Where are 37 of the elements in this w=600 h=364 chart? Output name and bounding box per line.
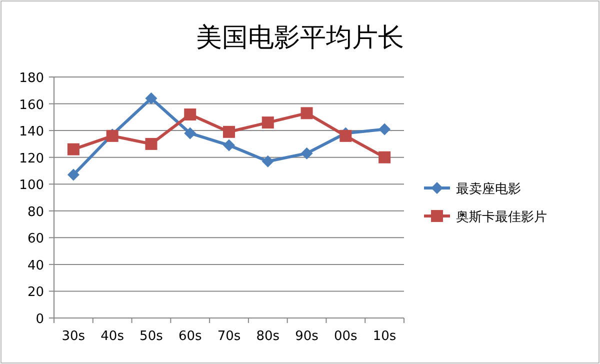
point <box>300 107 313 120</box>
legend-label: 奥斯卡最佳影片 <box>456 210 547 225</box>
x-tick-label: 60s <box>178 329 202 344</box>
y-tick-label: 60 <box>27 232 44 247</box>
chart-title: 美国电影平均片长 <box>196 23 404 53</box>
point <box>300 147 313 160</box>
point <box>378 123 391 136</box>
x-tick-label: 40s <box>100 329 124 344</box>
y-tick-label: 180 <box>19 71 44 86</box>
point <box>340 130 352 142</box>
x-tick-label: 90s <box>295 329 319 344</box>
x-tick-label: 10s <box>372 329 396 344</box>
point <box>262 116 274 129</box>
legend-label: 最卖座电影 <box>456 181 521 197</box>
y-tick-label: 140 <box>19 124 44 140</box>
point <box>145 138 158 150</box>
point <box>67 168 80 181</box>
x-tick-label: 00s <box>334 329 358 344</box>
point <box>223 139 235 152</box>
x-tick-label: 50s <box>140 329 164 344</box>
point <box>262 155 274 168</box>
point <box>145 92 158 104</box>
point <box>184 127 196 140</box>
point <box>184 108 196 120</box>
point <box>378 151 391 164</box>
y-tick-label: 100 <box>19 178 44 194</box>
y-tick-label: 20 <box>27 285 44 300</box>
y-tick-label: 40 <box>27 258 44 274</box>
x-tick-label: 70s <box>217 329 241 344</box>
point <box>67 143 80 156</box>
x-tick-label: 30s <box>62 329 86 344</box>
y-tick-label: 120 <box>19 151 44 166</box>
y-tick-label: 0 <box>36 312 44 327</box>
point <box>223 126 235 138</box>
y-tick-label: 80 <box>27 204 44 220</box>
x-tick-label: 80s <box>256 329 280 344</box>
y-tick-label: 160 <box>19 98 44 113</box>
